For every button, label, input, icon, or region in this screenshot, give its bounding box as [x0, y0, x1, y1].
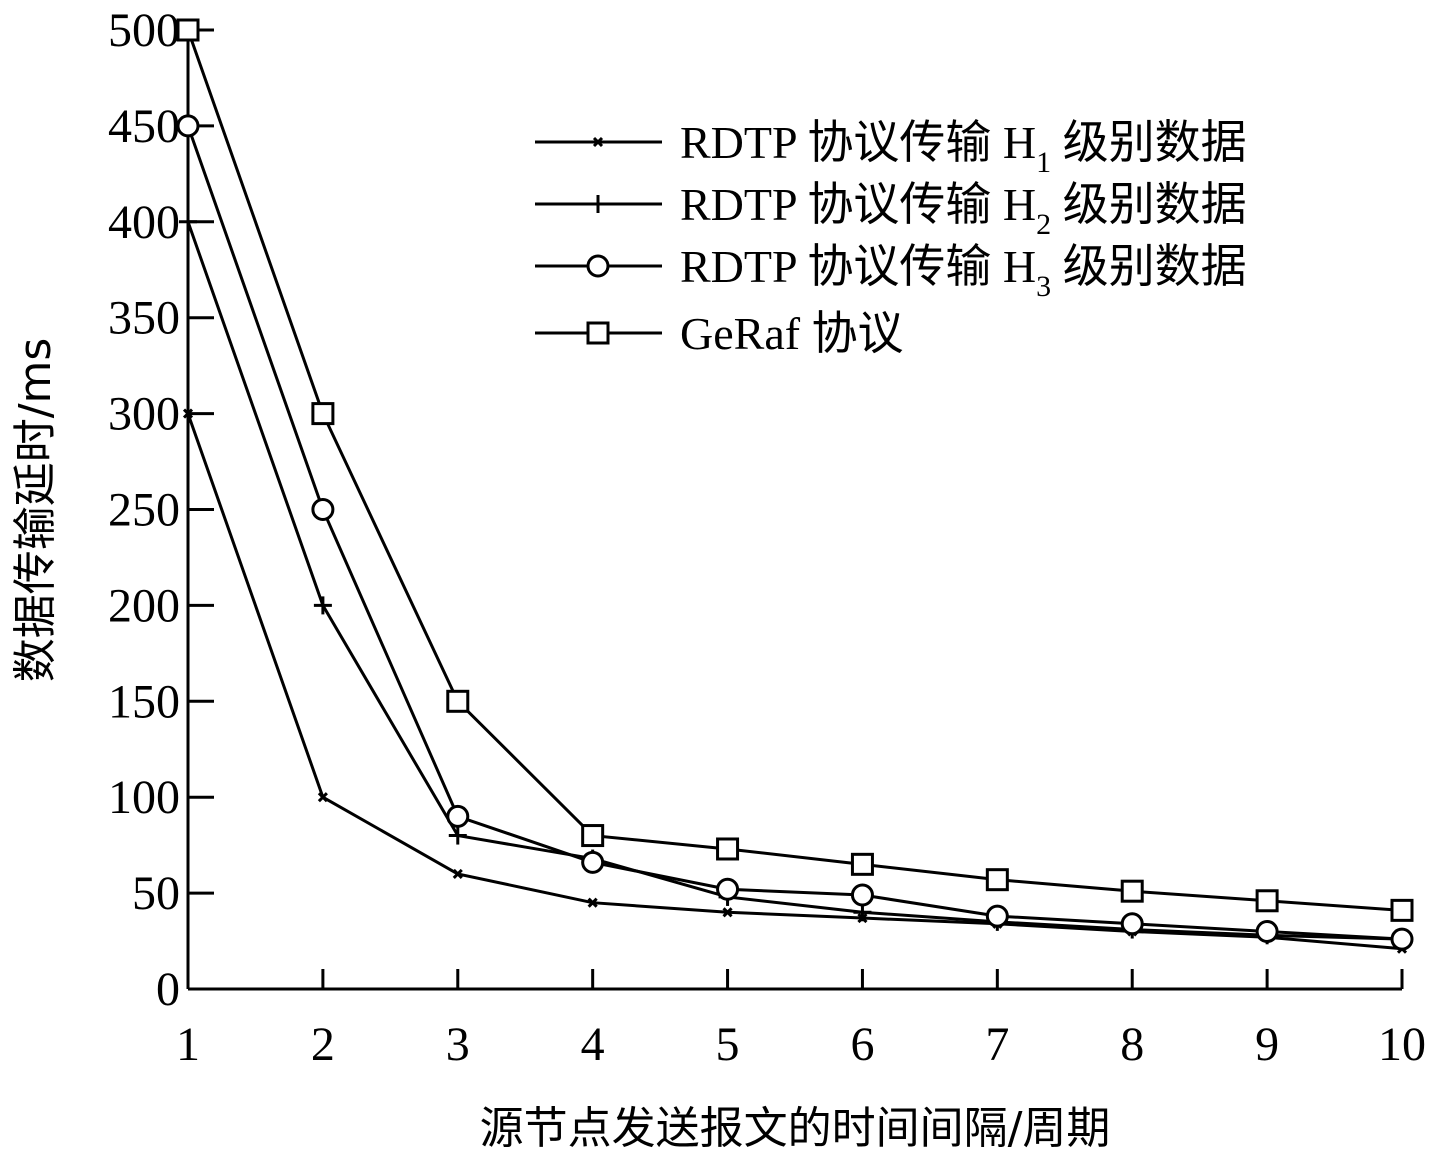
legend-entry-2: RDTP 协议传输 H2 级别数据: [535, 179, 1247, 241]
y-tick-label: 500: [108, 4, 180, 57]
x-tick-label: 1: [176, 1018, 200, 1071]
data-point-marker: [716, 877, 740, 901]
series-3: [176, 114, 1414, 951]
plot-area: 0 50 100 150 200 250 300 350 400 450 500 1 2 3 4 5 6 7 8 9…: [108, 4, 1426, 1071]
series-line: [186, 29, 1403, 912]
y-tick-label: 300: [108, 388, 180, 441]
data-point-marker: [313, 596, 332, 615]
legend-entry-1: RDTP 协议传输 H1 级别数据: [535, 117, 1247, 179]
data-point-marker: [850, 852, 874, 876]
x-marker-stroke: [592, 136, 604, 148]
data-point-marker: [179, 212, 197, 231]
data-point-marker: [586, 321, 610, 345]
data-point-marker: [446, 804, 470, 828]
x-marker-stroke: [317, 792, 328, 803]
legend-label-main: RDTP 协议传输 H: [680, 179, 1036, 230]
legend-label-main: GeRaf 协议: [680, 308, 904, 359]
x-ticks: 1 2 3 4 5 6 7 8 9 10: [176, 969, 1426, 1071]
y-tick-label: 100: [108, 771, 180, 824]
legend-label: RDTP 协议传输 H3 级别数据: [680, 241, 1247, 303]
series-layer: [176, 18, 1414, 954]
series-4: [176, 18, 1414, 922]
data-point-marker: [985, 904, 1009, 928]
legend-label: GeRaf 协议: [680, 308, 904, 359]
series-line: [186, 413, 1403, 951]
y-tick-label: 200: [108, 579, 180, 632]
data-point-marker: [1120, 879, 1144, 903]
data-point-marker: [311, 498, 335, 521]
legend-label-main: RDTP 协议传输 H: [680, 117, 1036, 168]
legend-label-subscript: 2: [1036, 208, 1051, 241]
data-point-marker: [592, 136, 604, 148]
x-marker-stroke: [587, 897, 598, 908]
y-tick-label: 450: [108, 100, 180, 153]
data-point-marker: [722, 907, 733, 918]
legend-label: RDTP 协议传输 H2 级别数据: [680, 179, 1247, 241]
data-point-marker: [581, 824, 605, 848]
y-tick-label: 250: [108, 484, 180, 537]
data-point-marker: [311, 402, 335, 426]
data-point-marker: [581, 850, 605, 874]
x-marker-stroke: [452, 868, 463, 879]
legend-label-subscript: 1: [1036, 146, 1051, 179]
data-point-marker: [985, 868, 1009, 892]
x-tick-label: 5: [716, 1018, 740, 1071]
data-point-marker: [1255, 889, 1279, 913]
legend-label-subscript: 3: [1036, 270, 1051, 303]
x-marker-stroke: [722, 907, 733, 918]
x-tick-label: 4: [581, 1018, 605, 1071]
legend-label: RDTP 协议传输 H1 级别数据: [680, 117, 1247, 179]
legend-entry-4: GeRaf 协议: [535, 308, 904, 359]
data-point-marker: [176, 18, 200, 42]
data-point-marker: [1390, 898, 1414, 922]
x-tick-label: 3: [446, 1018, 470, 1071]
x-tick-label: 7: [985, 1018, 1009, 1071]
data-point-marker: [587, 897, 598, 908]
y-tick-label: 50: [132, 867, 180, 920]
data-point-marker: [1120, 912, 1144, 936]
x-axis-title: 源节点发送报文的时间间隔/周期: [480, 1103, 1111, 1154]
series-line: [186, 125, 1403, 941]
data-point-marker: [589, 195, 607, 213]
x-tick-label: 2: [311, 1018, 335, 1071]
y-tick-label: 150: [108, 675, 180, 728]
data-point-marker: [317, 792, 328, 803]
legend-label-main: RDTP 协议传输 H: [680, 241, 1036, 292]
data-point-marker: [586, 254, 610, 278]
x-tick-label: 8: [1120, 1018, 1144, 1071]
data-point-marker: [1390, 927, 1414, 951]
y-axis-title: 数据传输延时/ms: [10, 338, 61, 683]
data-point-marker: [716, 837, 740, 861]
x-tick-label: 10: [1378, 1018, 1426, 1071]
legend-label-suffix: 级别数据: [1051, 117, 1247, 168]
x-tick-label: 9: [1255, 1018, 1279, 1071]
data-point-marker: [452, 868, 463, 879]
x-marker-stroke: [182, 408, 194, 419]
data-point-marker: [850, 883, 874, 907]
y-tick-label: 350: [108, 292, 180, 345]
data-point-marker: [446, 689, 470, 713]
legend-label-suffix: 级别数据: [1051, 179, 1247, 230]
y-ticks: 0 50 100 150 200 250 300 350 400 450 500: [108, 4, 214, 1016]
legend-entry-3: RDTP 协议传输 H3 级别数据: [535, 241, 1247, 303]
x-tick-label: 6: [850, 1018, 874, 1071]
y-tick-label: 400: [108, 196, 180, 249]
series-line: [186, 221, 1403, 941]
data-point-marker: [448, 826, 467, 845]
y-tick-label: 0: [156, 963, 180, 1016]
data-point-marker: [1255, 919, 1279, 943]
data-point-marker: [182, 408, 194, 419]
legend-label-suffix: 级别数据: [1051, 241, 1247, 292]
data-point-marker: [176, 114, 200, 138]
